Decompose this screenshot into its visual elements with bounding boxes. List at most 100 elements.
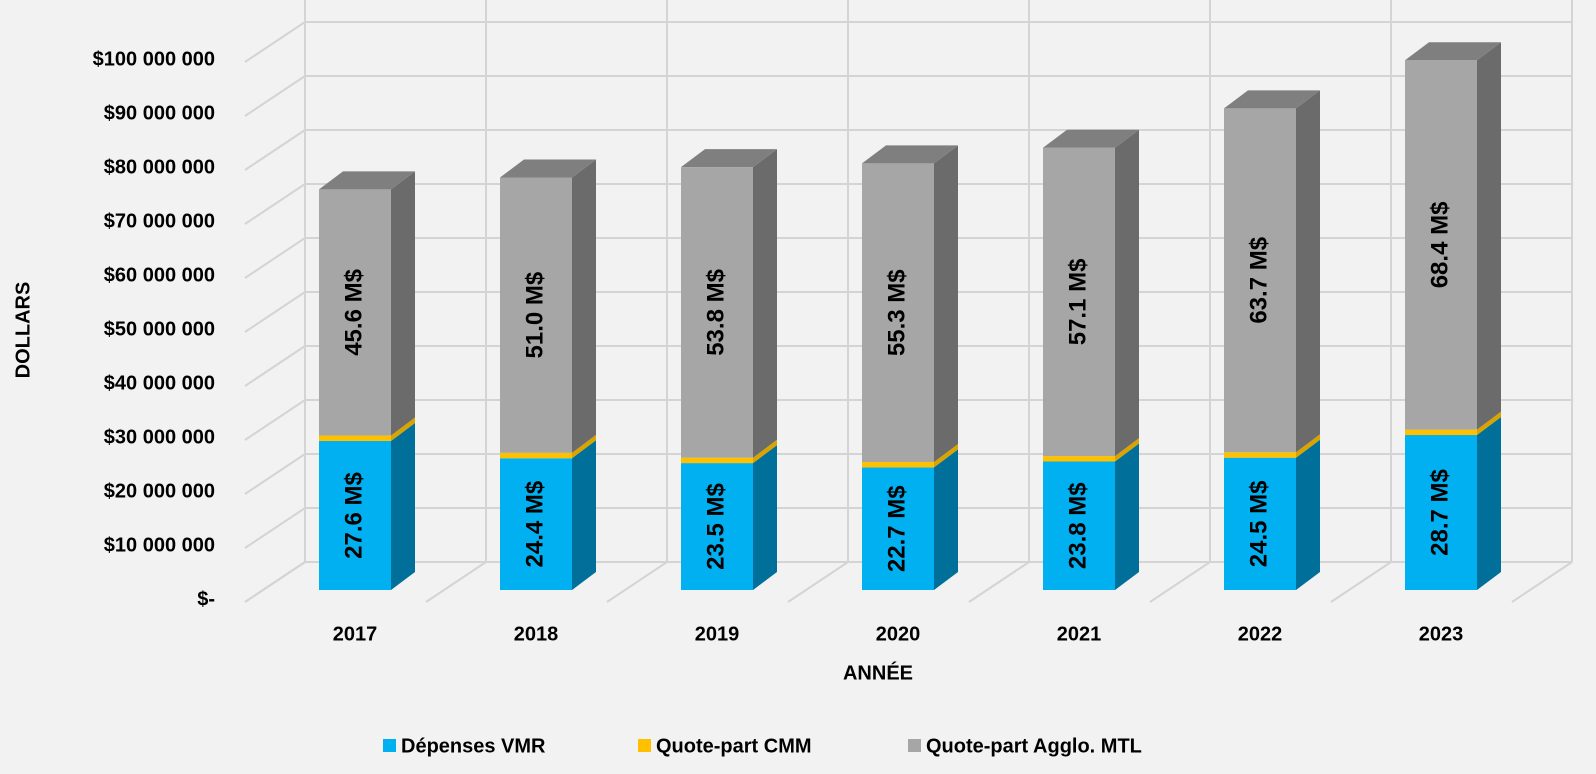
x-axis-title: ANNÉE (843, 661, 913, 684)
bar-top (1224, 90, 1320, 109)
bar-side (391, 417, 415, 441)
bar-segment (862, 163, 934, 463)
floor-line (1149, 561, 1211, 603)
grid-line (244, 21, 306, 63)
bar-side (1115, 438, 1139, 462)
bar-segment (1043, 456, 1115, 462)
bar-segment (1224, 452, 1296, 458)
x-tick-label: 2021 (1057, 623, 1102, 645)
bar-side (934, 444, 958, 468)
bar-segment (1405, 435, 1477, 590)
bar-segment (681, 167, 753, 458)
bar-segment (1043, 147, 1115, 457)
bar-top (862, 145, 958, 164)
bar-top (1405, 42, 1501, 61)
bar-segment (681, 463, 753, 590)
floor-line (968, 561, 1030, 603)
legend-label: Quote-part Agglo. MTL (926, 735, 1142, 757)
bar-segment (500, 452, 572, 459)
data-label: 53.8 M$ (702, 268, 729, 355)
data-label: 24.5 M$ (1245, 480, 1272, 567)
bar-side (753, 445, 777, 590)
bar-side (753, 149, 777, 458)
legend-swatch (638, 739, 651, 752)
y-tick-label: $70 000 000 (104, 210, 215, 232)
bar-side (1296, 439, 1320, 590)
bar-segment (319, 189, 391, 436)
floor-line (606, 561, 668, 603)
legend-label: Quote-part CMM (656, 735, 812, 757)
y-tick-label: $10 000 000 (104, 534, 215, 556)
bar-top (681, 149, 777, 168)
y-tick-label: $50 000 000 (104, 318, 215, 340)
x-tick-label: 2023 (1419, 623, 1464, 645)
data-label: 68.4 M$ (1426, 201, 1453, 288)
bar-segment (1043, 461, 1115, 590)
bar-segment (500, 458, 572, 590)
x-tick-label: 2020 (876, 623, 921, 645)
data-label: 23.5 M$ (702, 483, 729, 570)
bar-side (391, 422, 415, 590)
legend-swatch (383, 739, 396, 752)
legend-swatch (908, 739, 921, 752)
x-tick-label: 2018 (514, 623, 559, 645)
bar-top (319, 171, 415, 190)
x-tick-label: 2022 (1238, 623, 1283, 645)
bar-side (1115, 443, 1139, 590)
bar-segment (1405, 429, 1477, 436)
bar-side (934, 449, 958, 590)
bar-segment (319, 435, 391, 441)
data-label: 51.0 M$ (521, 271, 548, 358)
bar-side (1115, 129, 1139, 457)
bar-top (500, 159, 596, 178)
bar-side (934, 145, 958, 463)
data-label: 55.3 M$ (883, 269, 910, 356)
y-tick-label: $100 000 000 (93, 48, 215, 70)
bar-side (1477, 411, 1501, 436)
data-label: 57.1 M$ (1064, 258, 1091, 345)
bar-side (391, 171, 415, 436)
y-tick-label: $90 000 000 (104, 102, 215, 124)
grid-line (244, 507, 306, 549)
bar-side (572, 440, 596, 590)
bar-side (572, 434, 596, 459)
bar-segment (862, 462, 934, 468)
bar-segment (1405, 60, 1477, 430)
x-tick-label: 2019 (695, 623, 740, 645)
grid-line (244, 75, 306, 117)
bar-side (753, 439, 777, 464)
bar-segment (681, 457, 753, 464)
floor-line (425, 561, 487, 603)
bar-side (1477, 42, 1501, 430)
bar-segment (319, 440, 391, 590)
y-axis-title: DOLLARS (12, 282, 34, 379)
data-label: 23.8 M$ (1064, 482, 1091, 569)
bar-segment (862, 467, 934, 590)
grid-line (244, 453, 306, 495)
grid-line (244, 345, 306, 387)
grid-line (244, 561, 306, 603)
bar-side (572, 159, 596, 453)
floor-line (787, 561, 849, 603)
bar-top (1043, 129, 1139, 148)
grid-line (244, 291, 306, 333)
data-label: 63.7 M$ (1245, 236, 1272, 323)
y-tick-label: $- (197, 588, 215, 610)
data-label: 24.4 M$ (521, 480, 548, 567)
legend-label: Dépenses VMR (401, 735, 546, 757)
floor-line (1511, 561, 1573, 603)
grid-line (244, 399, 306, 441)
x-tick-label: 2017 (333, 623, 378, 645)
data-label: 28.7 M$ (1426, 468, 1453, 555)
bar-segment (1224, 457, 1296, 590)
grid-line (244, 129, 306, 171)
y-tick-label: $80 000 000 (104, 156, 215, 178)
y-tick-label: $60 000 000 (104, 264, 215, 286)
bar-side (1477, 417, 1501, 590)
data-label: 45.6 M$ (340, 268, 367, 355)
floor-line (1330, 561, 1392, 603)
y-tick-label: $20 000 000 (104, 480, 215, 502)
y-tick-label: $30 000 000 (104, 426, 215, 448)
data-label: 22.7 M$ (883, 485, 910, 572)
